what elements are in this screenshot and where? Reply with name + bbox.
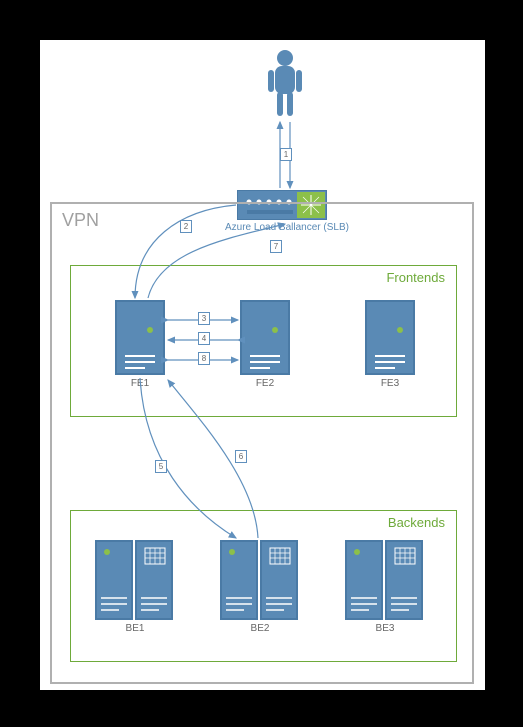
step-6-badge: 6 [235,450,247,463]
diagram-area: Azure Load Ballancer (SLB) VPN Frontends… [40,40,485,690]
canvas: Azure Load Ballancer (SLB) VPN Frontends… [0,0,523,727]
step-8-badge: 8 [198,352,210,365]
step-2-badge: 2 [180,220,192,233]
arrows-layer [40,40,485,690]
step-1-badge: 1 [280,148,292,161]
step-4-badge: 4 [198,332,210,345]
step-3-badge: 3 [198,312,210,325]
step-7-badge: 7 [270,240,282,253]
step-5-badge: 5 [155,460,167,473]
